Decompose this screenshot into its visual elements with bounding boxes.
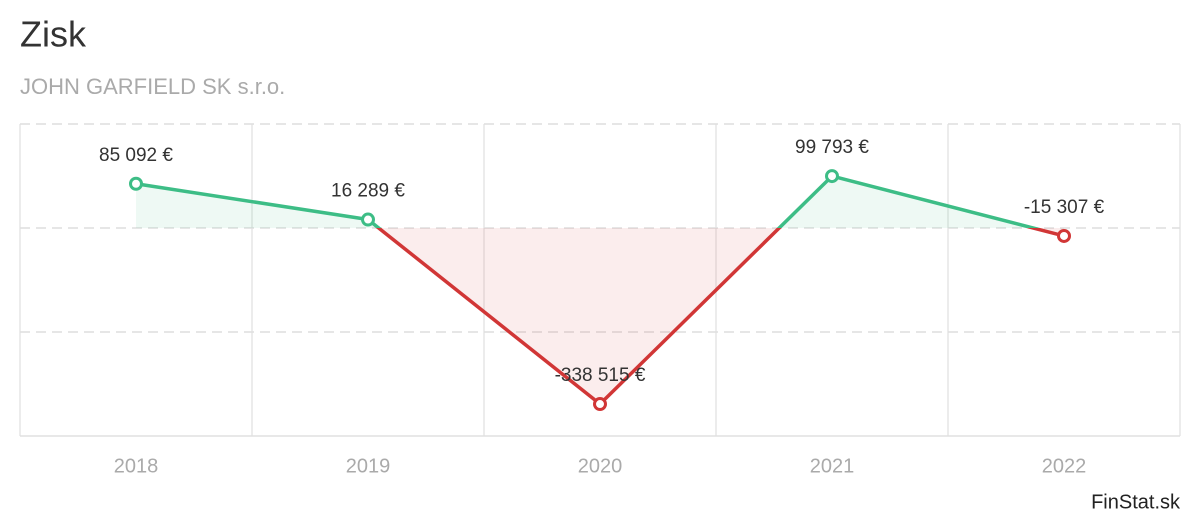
point <box>593 397 607 412</box>
x-tick-label: 2020 <box>578 455 623 477</box>
chart-subtitle: JOHN GARFIELD SK s.r.o. <box>20 74 285 99</box>
point <box>825 169 839 184</box>
chart-title: Zisk <box>20 14 87 55</box>
data-label: 99 793 € <box>795 137 869 158</box>
point <box>129 176 143 191</box>
x-tick-label: 2022 <box>1042 455 1087 477</box>
x-tick-label: 2018 <box>114 455 159 477</box>
line <box>135 174 1041 228</box>
x-tick-label: 2021 <box>810 455 855 477</box>
data-label: 85 092 € <box>99 145 173 166</box>
data-label: 16 289 € <box>331 181 405 202</box>
data-label: -338 515 € <box>555 365 646 386</box>
area <box>136 228 1064 405</box>
area <box>136 176 1064 228</box>
data-label: -15 307 € <box>1024 197 1105 218</box>
point <box>361 212 375 227</box>
x-tick-label: 2019 <box>346 455 391 477</box>
source: FinStat.sk <box>1091 491 1181 513</box>
point <box>1057 228 1071 243</box>
